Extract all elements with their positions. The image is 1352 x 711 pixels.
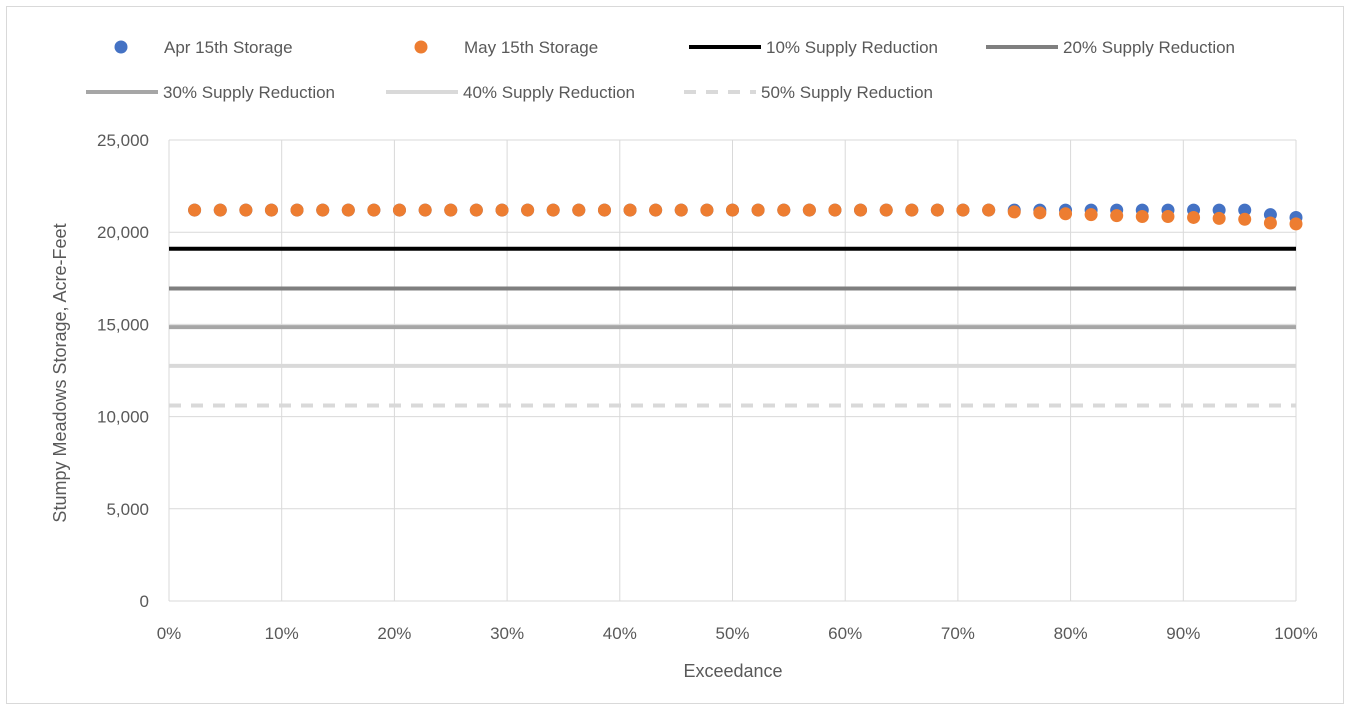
- x-tick-label: 20%: [377, 624, 411, 643]
- data-point: [469, 203, 483, 217]
- data-point: [392, 203, 406, 217]
- data-point: [1110, 209, 1124, 223]
- y-tick-label: 10,000: [97, 408, 149, 427]
- x-tick-label: 0%: [157, 624, 182, 643]
- x-tick-label: 60%: [828, 624, 862, 643]
- legend-label: 10% Supply Reduction: [766, 38, 938, 57]
- data-point: [777, 203, 791, 217]
- data-point: [1212, 211, 1226, 225]
- y-axis-title: Stumpy Meadows Storage, Acre-Feet: [50, 223, 70, 522]
- data-point: [290, 203, 304, 217]
- data-point: [1161, 210, 1175, 224]
- data-point: [546, 203, 560, 217]
- y-tick-label: 25,000: [97, 131, 149, 150]
- data-point: [854, 203, 868, 217]
- chart-frame: 0% 10% 20% 30% 40% 50% 60% 70% 80% 90% 100% 0 5,000 1…: [6, 6, 1344, 704]
- data-point: [1059, 207, 1073, 221]
- legend-label: 40% Supply Reduction: [463, 83, 635, 102]
- data-point: [213, 203, 227, 217]
- y-tick-label: 5,000: [106, 500, 149, 519]
- data-point: [418, 203, 432, 217]
- storage-exceedance-chart: 0% 10% 20% 30% 40% 50% 60% 70% 80% 90% 100% 0 5,000 1…: [50, 38, 1318, 681]
- data-point: [700, 203, 714, 217]
- y-tick-label: 0: [140, 592, 149, 611]
- data-point: [956, 203, 970, 217]
- data-point: [521, 203, 535, 217]
- data-point: [1263, 216, 1277, 230]
- legend: Apr 15th Storage May 15th Storage 10% Supp…: [86, 38, 1235, 102]
- data-point: [188, 203, 202, 217]
- data-point: [264, 203, 278, 217]
- data-point: [802, 203, 816, 217]
- data-point: [828, 203, 842, 217]
- data-point: [239, 203, 253, 217]
- x-axis-title: Exceedance: [683, 661, 782, 681]
- data-point: [341, 203, 355, 217]
- data-point: [649, 203, 663, 217]
- data-point: [982, 203, 996, 217]
- data-point: [674, 203, 688, 217]
- x-tick-label: 100%: [1274, 624, 1317, 643]
- data-point: [1289, 217, 1303, 231]
- data-point: [879, 203, 893, 217]
- data-points: [188, 203, 1303, 231]
- data-point: [597, 203, 611, 217]
- data-point: [930, 203, 944, 217]
- legend-label: May 15th Storage: [464, 38, 598, 57]
- data-point: [905, 203, 919, 217]
- x-tick-label: 90%: [1166, 624, 1200, 643]
- legend-label: Apr 15th Storage: [164, 38, 293, 57]
- x-tick-label: 10%: [265, 624, 299, 643]
- axes: 0% 10% 20% 30% 40% 50% 60% 70% 80% 90% 100% 0 5,000 1…: [97, 131, 1318, 643]
- x-tick-label: 80%: [1054, 624, 1088, 643]
- legend-label: 50% Supply Reduction: [761, 83, 933, 102]
- data-point: [367, 203, 381, 217]
- data-point: [1007, 205, 1021, 219]
- legend-marker: [114, 40, 128, 54]
- y-tick-label: 15,000: [97, 315, 149, 334]
- data-point: [444, 203, 458, 217]
- data-point: [1238, 203, 1252, 217]
- data-point: [572, 203, 586, 217]
- reduction-lines: [169, 246, 1296, 408]
- data-point: [1187, 210, 1201, 224]
- legend-label: 30% Supply Reduction: [163, 83, 335, 102]
- x-tick-label: 40%: [603, 624, 637, 643]
- x-tick-label: 50%: [715, 624, 749, 643]
- legend-label: 20% Supply Reduction: [1063, 38, 1235, 57]
- data-point: [726, 203, 739, 217]
- data-point: [1084, 208, 1098, 222]
- data-point: [623, 203, 637, 217]
- y-tick-label: 20,000: [97, 223, 149, 242]
- x-tick-label: 30%: [490, 624, 524, 643]
- data-point: [495, 203, 509, 217]
- data-point: [1238, 212, 1252, 226]
- x-tick-label: 70%: [941, 624, 975, 643]
- data-point: [1033, 206, 1047, 220]
- legend-marker: [414, 40, 428, 54]
- data-point: [1135, 210, 1149, 224]
- data-point: [316, 203, 330, 217]
- data-point: [751, 203, 765, 217]
